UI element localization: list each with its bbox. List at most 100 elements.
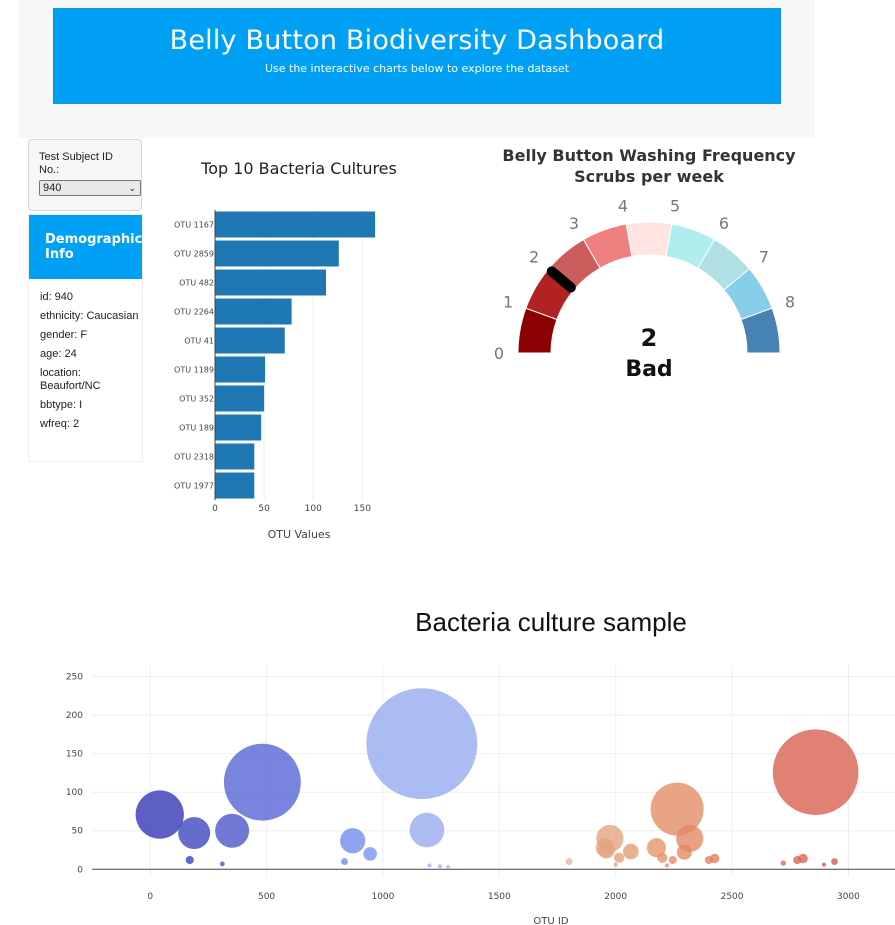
bubble-point (772, 729, 859, 815)
bubble-point (341, 858, 348, 865)
bubble-point (780, 860, 786, 866)
gauge-value: 2 (641, 324, 658, 352)
bar-y-tick-label: OTU 1189 (174, 366, 214, 375)
bubble-point (676, 844, 692, 860)
bubble-x-tick-label: 500 (258, 892, 275, 902)
demographic-row: id: 940 (40, 291, 74, 303)
subject-id-value: 940 (43, 182, 62, 194)
bar (215, 414, 262, 441)
bubble-y-tick-label: 0 (77, 865, 83, 875)
bubble-point (219, 861, 225, 867)
gauge-tick-label: 7 (759, 248, 769, 267)
bar-chart: Top 10 Bacteria Cultures OTU Values 0 50 1… (174, 159, 397, 541)
bubble-point (664, 863, 669, 868)
gauge-tick-label: 8 (785, 293, 795, 312)
gauge-tick-label: 0 (494, 344, 504, 363)
demographic-row: age: 24 (40, 348, 77, 360)
bar-y-tick-label: OTU 1167 (174, 221, 214, 230)
bubble-y-tick-label: 250 (66, 673, 83, 683)
bar-x-tick-label: 0 (212, 504, 218, 514)
bubble-point (650, 782, 704, 836)
bubble-point (185, 855, 194, 865)
bar-y-tick-label: OTU 41 (184, 337, 214, 346)
demographic-title: Demographic Info (29, 215, 142, 279)
bar (215, 356, 266, 383)
bubble-point (366, 688, 478, 800)
gauge-band (625, 221, 673, 258)
bubble-point (793, 855, 802, 865)
bar-y-tick-label: OTU 482 (179, 279, 214, 288)
gauge-value-label: Bad (625, 357, 672, 382)
gauge-title: Belly Button Washing Frequency (502, 146, 796, 165)
bubble-y-tick-label: 100 (66, 788, 83, 798)
bubble-y-tick-label: 200 (66, 711, 83, 721)
subject-selector-label: Test Subject ID No.: (39, 151, 113, 176)
bubble-point (704, 855, 713, 865)
demographic-row: gender: F (40, 329, 88, 341)
subject-id-dropdown[interactable]: 940 ⌄ (39, 180, 141, 196)
bubble-point (223, 743, 301, 821)
bubble-point (657, 852, 668, 863)
gauge-chart: Belly Button Washing Frequency Scrubs pe… (494, 146, 796, 382)
bar-y-tick-label: OTU 2859 (174, 250, 214, 259)
bubble-point (831, 858, 838, 865)
bubble-x-tick-label: 1500 (488, 892, 511, 902)
bubble-point (623, 843, 639, 860)
bubble-point (178, 817, 211, 850)
bar-x-tick-label: 100 (305, 504, 322, 514)
bar (215, 472, 255, 499)
bar-y-tick-label: OTU 1977 (174, 482, 214, 491)
bubble-point (363, 847, 377, 861)
bar-chart-xlabel: OTU Values (268, 528, 331, 541)
bubble-point (597, 841, 615, 859)
bubble-x-tick-label: 2500 (721, 892, 744, 902)
bubble-point (613, 862, 618, 867)
bubble-x-tick-label: 0 (147, 892, 153, 902)
bubble-point (821, 862, 827, 867)
bubble-point (427, 863, 432, 868)
page-title: Belly Button Biodiversity Dashboard (169, 25, 665, 56)
bubble-x-tick-label: 1000 (371, 892, 394, 902)
bubble-x-tick-label: 2000 (604, 892, 627, 902)
bubble-y-tick-label: 150 (66, 750, 83, 760)
bubble-point (340, 828, 366, 854)
bar (215, 298, 292, 325)
bar-y-tick-label: OTU 2318 (174, 453, 214, 462)
chevron-down-icon: ⌄ (128, 183, 136, 193)
bar-y-tick-label: OTU 352 (179, 395, 214, 404)
demographic-row: ethnicity: Caucasian (40, 310, 139, 322)
bar-chart-title: Top 10 Bacteria Cultures (200, 159, 397, 178)
bubble-point (668, 855, 677, 865)
subject-selector-panel: Test Subject ID No.: 940 ⌄ (28, 139, 142, 211)
demographic-row: location: Beaufort/NC (40, 367, 101, 392)
bubble-x-tick-label: 3000 (837, 892, 860, 902)
bar (215, 211, 376, 238)
gauge-tick-label: 3 (569, 214, 579, 233)
demographic-body: id: 940 ethnicity: Caucasian gender: F a… (29, 279, 142, 431)
gauge-needle (546, 266, 576, 293)
bubble-chart-title: Bacteria culture sample (415, 607, 687, 637)
bar-y-tick-label: OTU 2264 (174, 308, 214, 317)
bubble-point (409, 812, 445, 848)
bubble-point (565, 858, 573, 865)
bar (215, 327, 285, 354)
header-container: Belly Button Biodiversity Dashboard Use … (19, 0, 815, 138)
bar-x-tick-label: 150 (354, 504, 371, 514)
bar-y-tick-label: OTU 189 (179, 424, 214, 433)
bubble-point (135, 790, 184, 839)
gauge-tick-label: 4 (618, 196, 628, 215)
bubble-point (446, 864, 451, 869)
bubble-y-tick-label: 50 (72, 827, 84, 837)
bar (215, 385, 265, 412)
demographic-row: bbtype: I (40, 399, 83, 411)
gauge-tick-label: 6 (719, 214, 729, 233)
page-subtitle: Use the interactive charts below to expl… (264, 62, 570, 75)
bubble-point (437, 864, 442, 869)
gauge-tick-label: 5 (670, 196, 680, 215)
gauge-tick-label: 1 (503, 293, 513, 312)
gauge-band (740, 307, 781, 354)
bar-x-tick-label: 50 (258, 504, 270, 514)
demographic-row: wfreq: 2 (40, 418, 80, 430)
bubble-point (614, 852, 625, 863)
gauge-subtitle: Scrubs per week (574, 167, 724, 186)
